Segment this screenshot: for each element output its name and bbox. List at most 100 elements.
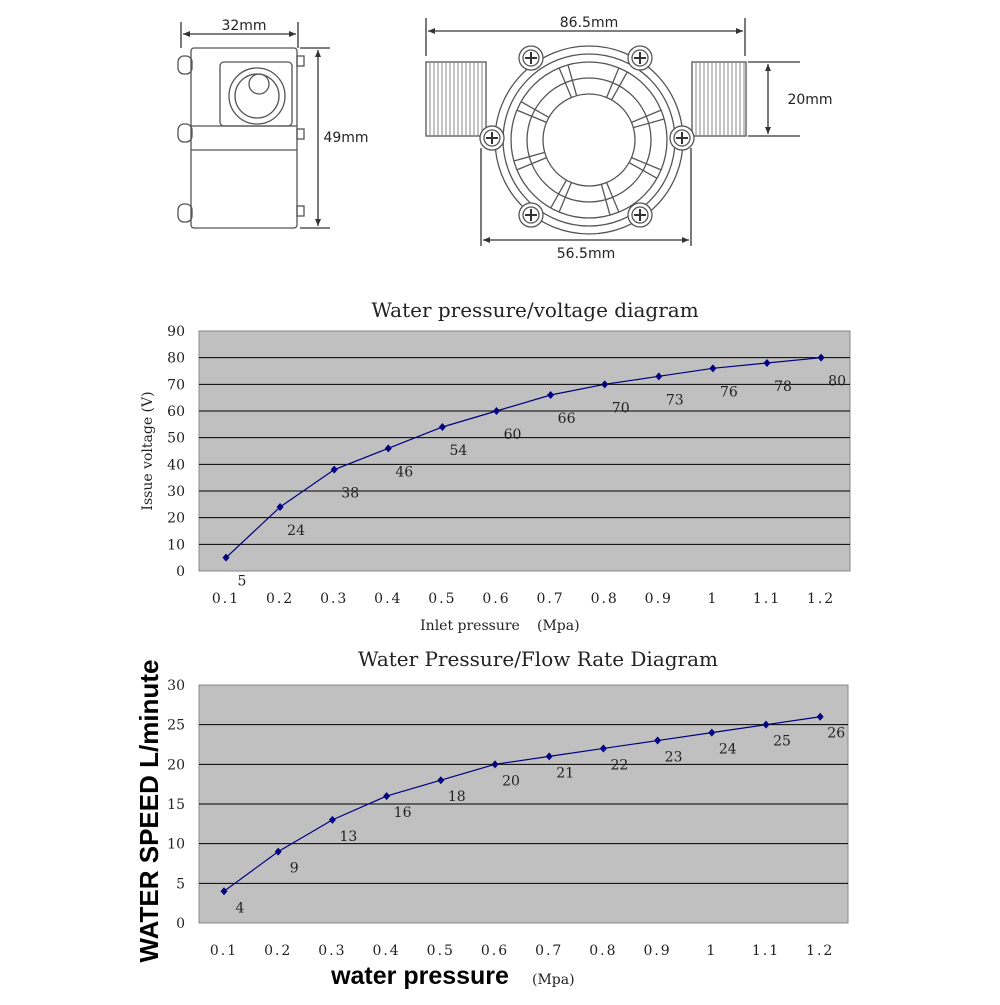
voltage-data-label: 5	[238, 574, 247, 590]
side-height-label: 49mm	[323, 130, 368, 146]
side-view: 32mm 49mm	[177, 18, 369, 229]
flow-series-line	[223, 716, 821, 892]
voltage-data-point	[330, 465, 338, 474]
voltage-data-label: 54	[449, 443, 467, 459]
voltage-data-label: 60	[504, 427, 522, 443]
voltage-y-tick-label: 90	[167, 324, 185, 340]
voltage-data-point	[222, 553, 230, 562]
voltage-plot-area	[198, 330, 851, 572]
voltage-x-tick-label: 0.7	[536, 591, 564, 607]
flow-rate-chart: Water Pressure/Flow Rate Diagram 0 5 10 15 2…	[134, 647, 849, 990]
voltage-y-tick-label: 10	[167, 537, 185, 553]
flow-y-tick-label: 10	[167, 837, 185, 853]
flow-data-label: 21	[556, 765, 574, 781]
voltage-data-label: 38	[341, 486, 359, 502]
flow-data-point	[437, 776, 445, 785]
voltage-data-point	[438, 423, 446, 431]
voltage-x-axis-unit: (Mpa)	[537, 618, 580, 634]
flow-x-axis-label: water pressure	[330, 962, 509, 990]
front-view: 86.5mm 56.5mm	[425, 15, 833, 262]
flow-data-label: 20	[502, 773, 520, 789]
voltage-series-line	[225, 357, 822, 559]
voltage-data-point	[763, 359, 771, 367]
flow-data-point	[220, 887, 228, 896]
flow-x-tick-label: 0.5	[427, 943, 455, 959]
voltage-data-label: 66	[558, 411, 576, 427]
voltage-chart-title: Water pressure/voltage diagram	[371, 298, 698, 322]
voltage-chart: Water pressure/voltage diagram 0 10 20 30 40…	[140, 298, 851, 634]
flow-x-tick-label: 0.4	[372, 943, 400, 959]
flow-data-label: 24	[719, 742, 737, 758]
flow-x-tick-label: 1.1	[752, 943, 780, 959]
voltage-data-point	[276, 503, 284, 511]
voltage-y-tick-label: 60	[167, 404, 185, 420]
screw-icon	[518, 45, 544, 71]
flow-data-point	[599, 744, 607, 753]
voltage-y-tick-label: 70	[167, 377, 185, 393]
voltage-y-tick-label: 50	[167, 431, 185, 447]
flow-data-label: 18	[448, 789, 466, 805]
flow-data-point	[274, 847, 282, 856]
flow-y-axis-label: WATER SPEED L/minute	[134, 660, 164, 963]
flow-data-label: 22	[610, 757, 628, 773]
flow-x-tick-label: 0.3	[318, 943, 346, 959]
voltage-data-label: 80	[828, 374, 846, 390]
flow-data-point	[708, 728, 716, 737]
flow-chart-title: Water Pressure/Flow Rate Diagram	[358, 647, 718, 671]
front-flange-label: 56.5mm	[557, 246, 615, 262]
flow-x-axis-unit: (Mpa)	[532, 972, 575, 988]
voltage-x-tick-label: 0.1	[212, 591, 240, 607]
voltage-y-axis-label: Issue voltage (V)	[140, 391, 156, 510]
flow-x-tick-label: 0.1	[210, 943, 238, 959]
voltage-data-label: 46	[395, 464, 413, 480]
flow-y-tick-label: 30	[167, 678, 185, 694]
voltage-data-label: 24	[287, 523, 305, 539]
voltage-y-tick-label: 80	[167, 351, 185, 367]
flow-y-tick-label: 20	[167, 757, 185, 773]
screw-icon	[669, 125, 695, 151]
flow-data-label: 13	[339, 829, 357, 845]
flow-data-point	[816, 712, 824, 721]
screw-icon	[479, 125, 505, 151]
voltage-data-point	[817, 353, 825, 362]
flow-data-label: 26	[827, 726, 845, 742]
flow-x-tick-label: 0.6	[481, 943, 509, 959]
voltage-data-point	[709, 364, 717, 373]
flow-x-tick-label: 1	[706, 943, 717, 959]
flow-x-tick-label: 0.9	[643, 943, 671, 959]
flow-x-tick-label: 0.7	[535, 943, 563, 959]
flow-data-point	[491, 760, 499, 769]
voltage-y-tick-label: 20	[167, 511, 185, 527]
voltage-x-tick-label: 0.9	[645, 591, 673, 607]
front-length-label: 86.5mm	[560, 15, 618, 31]
voltage-data-label: 76	[720, 384, 738, 400]
voltage-data-point	[601, 380, 609, 389]
screw-icon	[627, 202, 653, 228]
flow-data-label: 23	[665, 750, 683, 766]
screw-icon	[518, 202, 544, 228]
flow-data-label: 16	[394, 805, 412, 821]
voltage-x-tick-label: 0.8	[591, 591, 619, 607]
voltage-x-tick-label: 1.2	[807, 591, 835, 607]
flow-data-label: 4	[236, 900, 245, 916]
voltage-x-axis-label: Inlet pressure	[420, 618, 520, 634]
voltage-x-tick-label: 0.6	[482, 591, 510, 607]
voltage-data-label: 70	[612, 400, 630, 416]
voltage-y-tick-label: 0	[176, 564, 185, 580]
flow-y-tick-label: 25	[167, 718, 185, 734]
pipe-diameter-label: 20mm	[787, 92, 832, 108]
voltage-y-tick-label: 40	[167, 457, 185, 473]
flow-data-point	[654, 736, 662, 745]
voltage-y-tick-label: 30	[167, 484, 185, 500]
flow-x-tick-label: 0.2	[264, 943, 292, 959]
flow-data-point	[762, 720, 770, 729]
voltage-x-tick-label: 0.5	[428, 591, 456, 607]
flow-x-tick-label: 1.2	[806, 943, 834, 959]
voltage-data-point	[655, 372, 663, 381]
flow-data-label: 25	[773, 734, 791, 750]
voltage-data-point	[547, 391, 555, 399]
flow-x-tick-label: 0.8	[589, 943, 617, 959]
flow-y-tick-label: 15	[167, 797, 185, 813]
flow-data-point	[545, 752, 553, 761]
